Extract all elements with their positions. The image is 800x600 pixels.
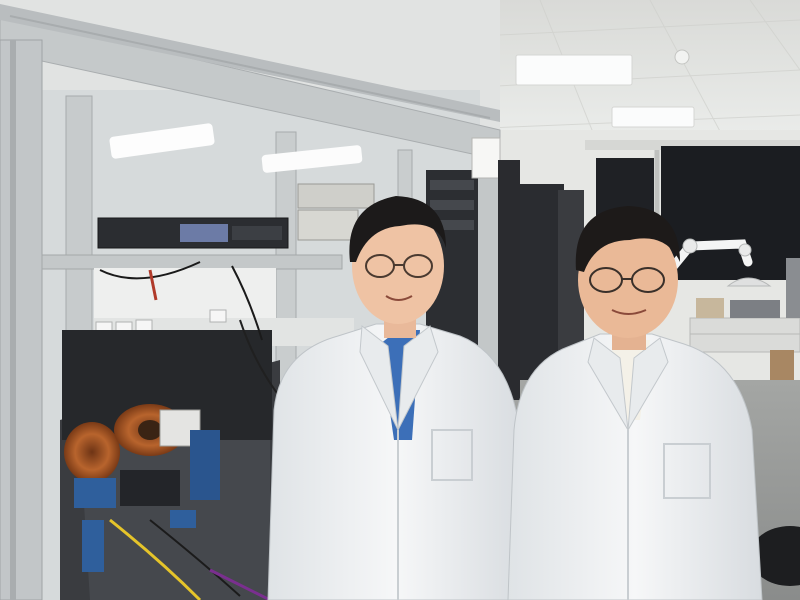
smoke-detector	[674, 49, 690, 65]
copper-coil	[64, 404, 201, 482]
optical-mounts	[74, 430, 220, 572]
person-left	[267, 196, 525, 600]
oscilloscope	[297, 183, 375, 241]
person-right	[507, 206, 763, 600]
stool	[750, 526, 800, 586]
signal-generator	[97, 217, 289, 249]
posted-notice	[471, 137, 501, 179]
ceiling-light	[515, 54, 633, 86]
black-equipment-column	[498, 160, 520, 400]
enclosure-interior-light	[109, 123, 363, 173]
ceiling-light	[611, 106, 695, 128]
instrument-rack-right	[786, 258, 800, 318]
fume-extractor-arm	[667, 238, 772, 287]
